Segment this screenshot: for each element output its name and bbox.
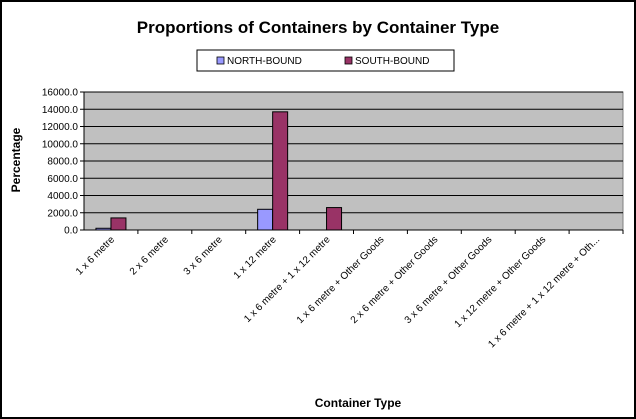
y-tick-label: 0.0 [64,226,78,237]
x-tick-label: 1 x 12 metre [232,234,279,281]
x-tick-label: 1 x 12 metre + Other Goods [453,234,549,330]
y-axis-title: Percentage [9,127,23,192]
legend: NORTH-BOUND SOUTH-BOUND [196,49,455,72]
y-tick-label: 4000.0 [47,191,78,202]
x-tick-label: 2 x 6 metre [128,234,171,277]
x-tick-label: 3 x 6 metre + Other Goods [403,234,495,326]
x-tick-label: 1 x 6 metre + 1 x 12 metre + Oth... [486,234,602,350]
gridlines [84,91,623,214]
legend-swatch-south-bound [344,56,353,65]
x-tick-label: 1 x 6 metre + 1 x 12 metre [242,234,333,325]
x-tick-label: 1 x 6 metre + Other Goods [295,234,387,326]
y-tick-labels: 0.0 2000.0 4000.0 6000.0 8000.0 10000.0 12000.… [42,88,84,237]
y-tick-label: 10000.0 [42,139,79,150]
y-tick-label: 6000.0 [47,174,78,185]
legend-swatch-north-bound [216,56,225,65]
y-tick-label: 16000.0 [42,88,79,99]
bar-south-bound-1 [110,217,127,231]
y-tick-label: 14000.0 [42,105,79,116]
x-tick-label: 1 x 6 metre [74,234,117,277]
x-tick-label: 2 x 6 metre + Other Goods [349,234,441,326]
chart-title: Proportions of Containers by Container T… [137,18,499,37]
x-tick-label: 3 x 6 metre [182,234,225,277]
x-tick-labels: 1 x 6 metre 2 x 6 metre 3 x 6 metre 1 x 12 … [74,230,624,350]
y-tick-label: 12000.0 [42,122,79,133]
bar-north-bound-4 [257,208,274,231]
bar-south-bound-5 [326,207,343,231]
y-tick-label: 2000.0 [47,208,78,219]
legend-label-north-bound: NORTH-BOUND [227,56,302,67]
x-axis-title: Container Type [315,396,402,410]
y-tick-label: 8000.0 [47,157,78,168]
legend-label-south-bound: SOUTH-BOUND [355,56,429,67]
bar-south-bound-4 [272,111,289,231]
legend-box [196,49,455,72]
